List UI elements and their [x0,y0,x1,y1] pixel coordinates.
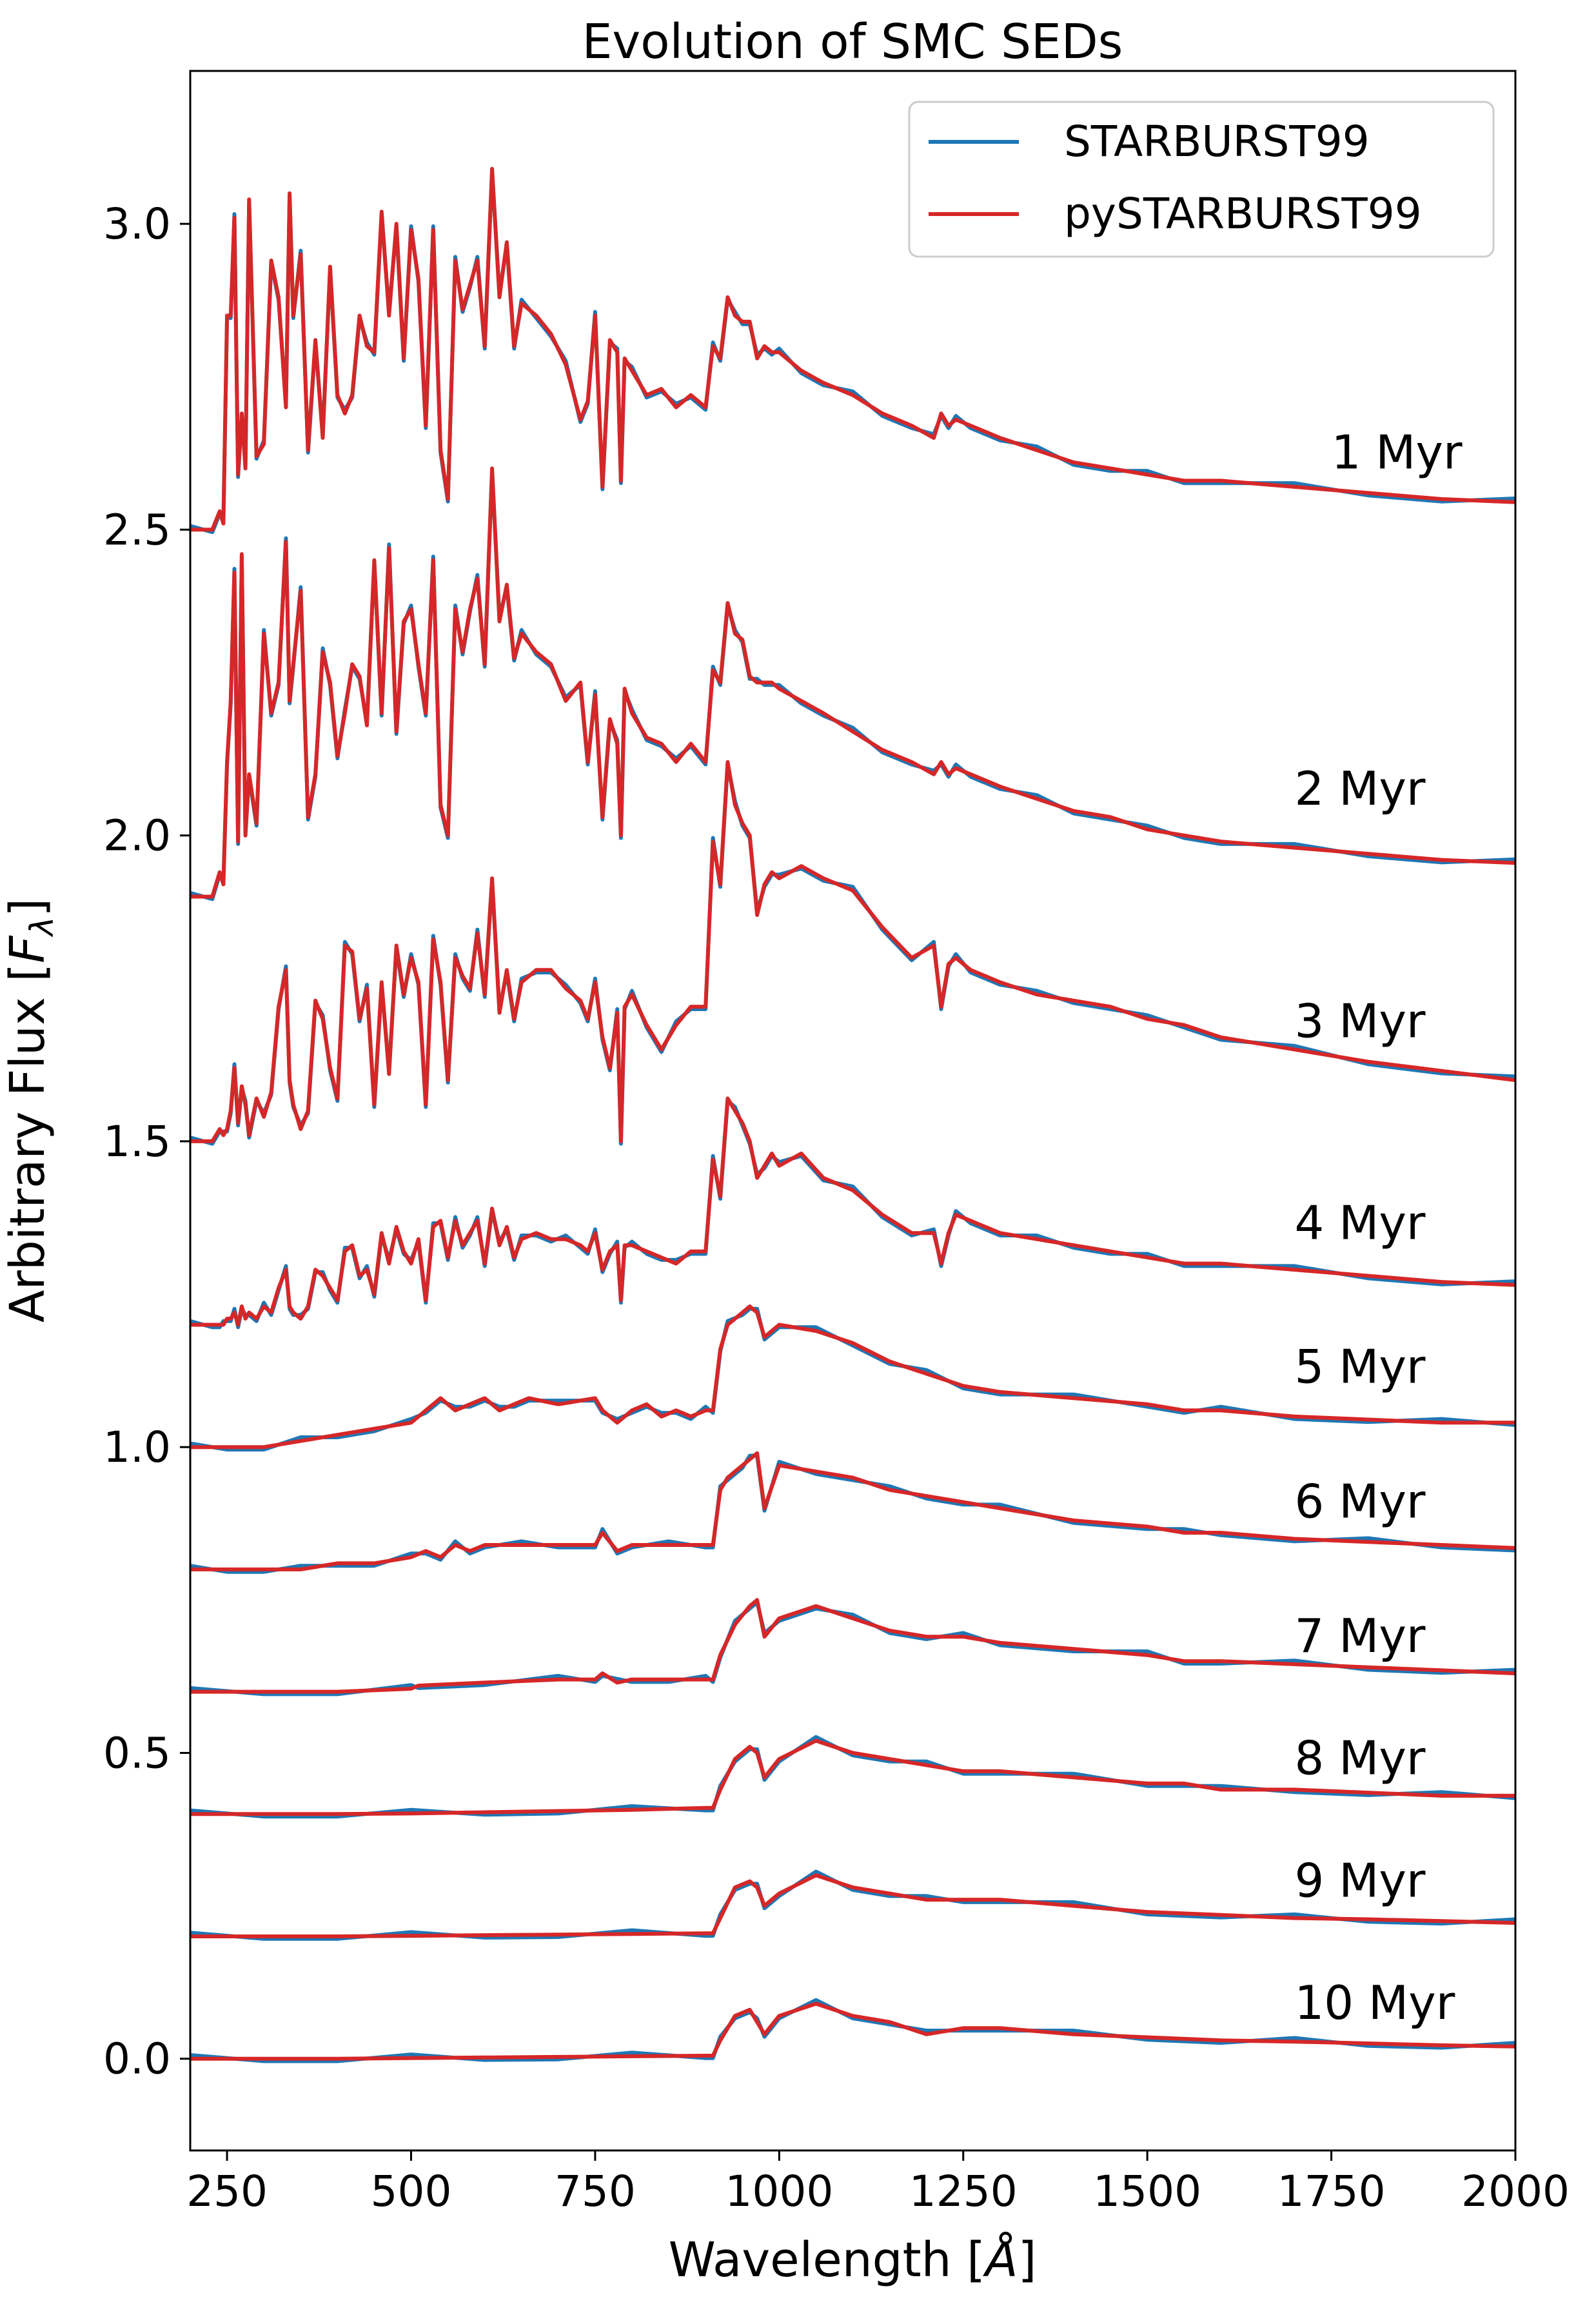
x-tick-label: 500 [371,2167,452,2216]
y-tick-label: 0.5 [103,1728,171,1778]
legend-box [908,101,1495,258]
y-tick-label: 0.0 [103,2034,171,2084]
y-tick-label: 3.0 [103,199,171,249]
age-annotations: 1 Myr 2 Myr 3 Myr 4 Myr 5 Myr 6 Myr 7 Myr 8 Myr… [1295,426,1463,2031]
age-label: 9 Myr [1295,1853,1426,1907]
x-axis-label-main: Wavelength [ [669,2232,985,2288]
x-tick-label: 750 [555,2167,636,2216]
legend-label-starburst99: STARBURST99 [1064,117,1370,166]
y-axis-label-main: Arbitrary Flux [ [0,963,55,1323]
y-tick-label: 2.5 [103,505,171,555]
axis-ticks: 250 500 750 1000 1250 1500 1750 2000 0.0 0.5 1.0 1.… [103,199,1570,2216]
sed-line-pystarburst99-10-myr [190,2002,1515,2061]
sed-line-pystarburst99-7-myr [190,1598,1515,1694]
x-axis-label-end: ] [1018,2232,1037,2288]
x-tick-label: 1750 [1277,2167,1386,2216]
sed-line-pystarburst99-6-myr [190,1451,1515,1571]
age-label: 5 Myr [1295,1340,1426,1394]
y-axis-label: Arbitrary Flux [Fλ] [0,898,61,1323]
sed-line-pystarburst99-3-myr [190,760,1515,1143]
x-tick-label: 1000 [725,2167,833,2216]
sed-line-pystarburst99-1-myr [190,166,1515,532]
y-tick-label: 1.0 [103,1422,171,1472]
y-axis-label-symbol: F [0,935,55,963]
x-axis-label-symbol: Å [983,2231,1018,2288]
sed-line-pystarburst99-4-myr [190,1096,1515,1327]
sed-line-pystarburst99-5-myr [190,1304,1515,1450]
x-tick-label: 2000 [1461,2167,1570,2216]
sed-line-starburst99-2-myr [190,469,1515,901]
age-label: 2 Myr [1295,762,1426,816]
legend: STARBURST99 pySTARBURST99 [908,101,1495,258]
sed-line-pystarburst99-9-myr [190,1873,1515,1938]
y-tick-label: 2.0 [103,811,171,861]
y-axis-label-subscript: λ [23,917,61,938]
age-label: 10 Myr [1295,1976,1455,2030]
x-tick-label: 1250 [909,2167,1018,2216]
series-group [190,166,1515,2063]
sed-line-pystarburst99-8-myr [190,1738,1515,1816]
y-tick-label: 1.5 [103,1117,171,1166]
age-label: 8 Myr [1295,1731,1426,1786]
age-label: 4 Myr [1295,1196,1426,1250]
x-tick-label: 1500 [1093,2167,1201,2216]
plot-frame [189,70,1517,2152]
x-axis-label: Wavelength [Å] [669,2231,1037,2288]
legend-label-pystarburst99: pySTARBURST99 [1064,189,1422,239]
age-label: 6 Myr [1295,1474,1426,1528]
age-label: 7 Myr [1295,1609,1426,1663]
age-label: 1 Myr [1332,426,1463,480]
age-label: 3 Myr [1295,994,1426,1048]
chart-title: Evolution of SMC SEDs [582,14,1123,70]
y-axis-label-end: ] [0,898,55,917]
x-tick-label: 250 [186,2167,268,2216]
sed-line-pystarburst99-2-myr [190,466,1515,899]
